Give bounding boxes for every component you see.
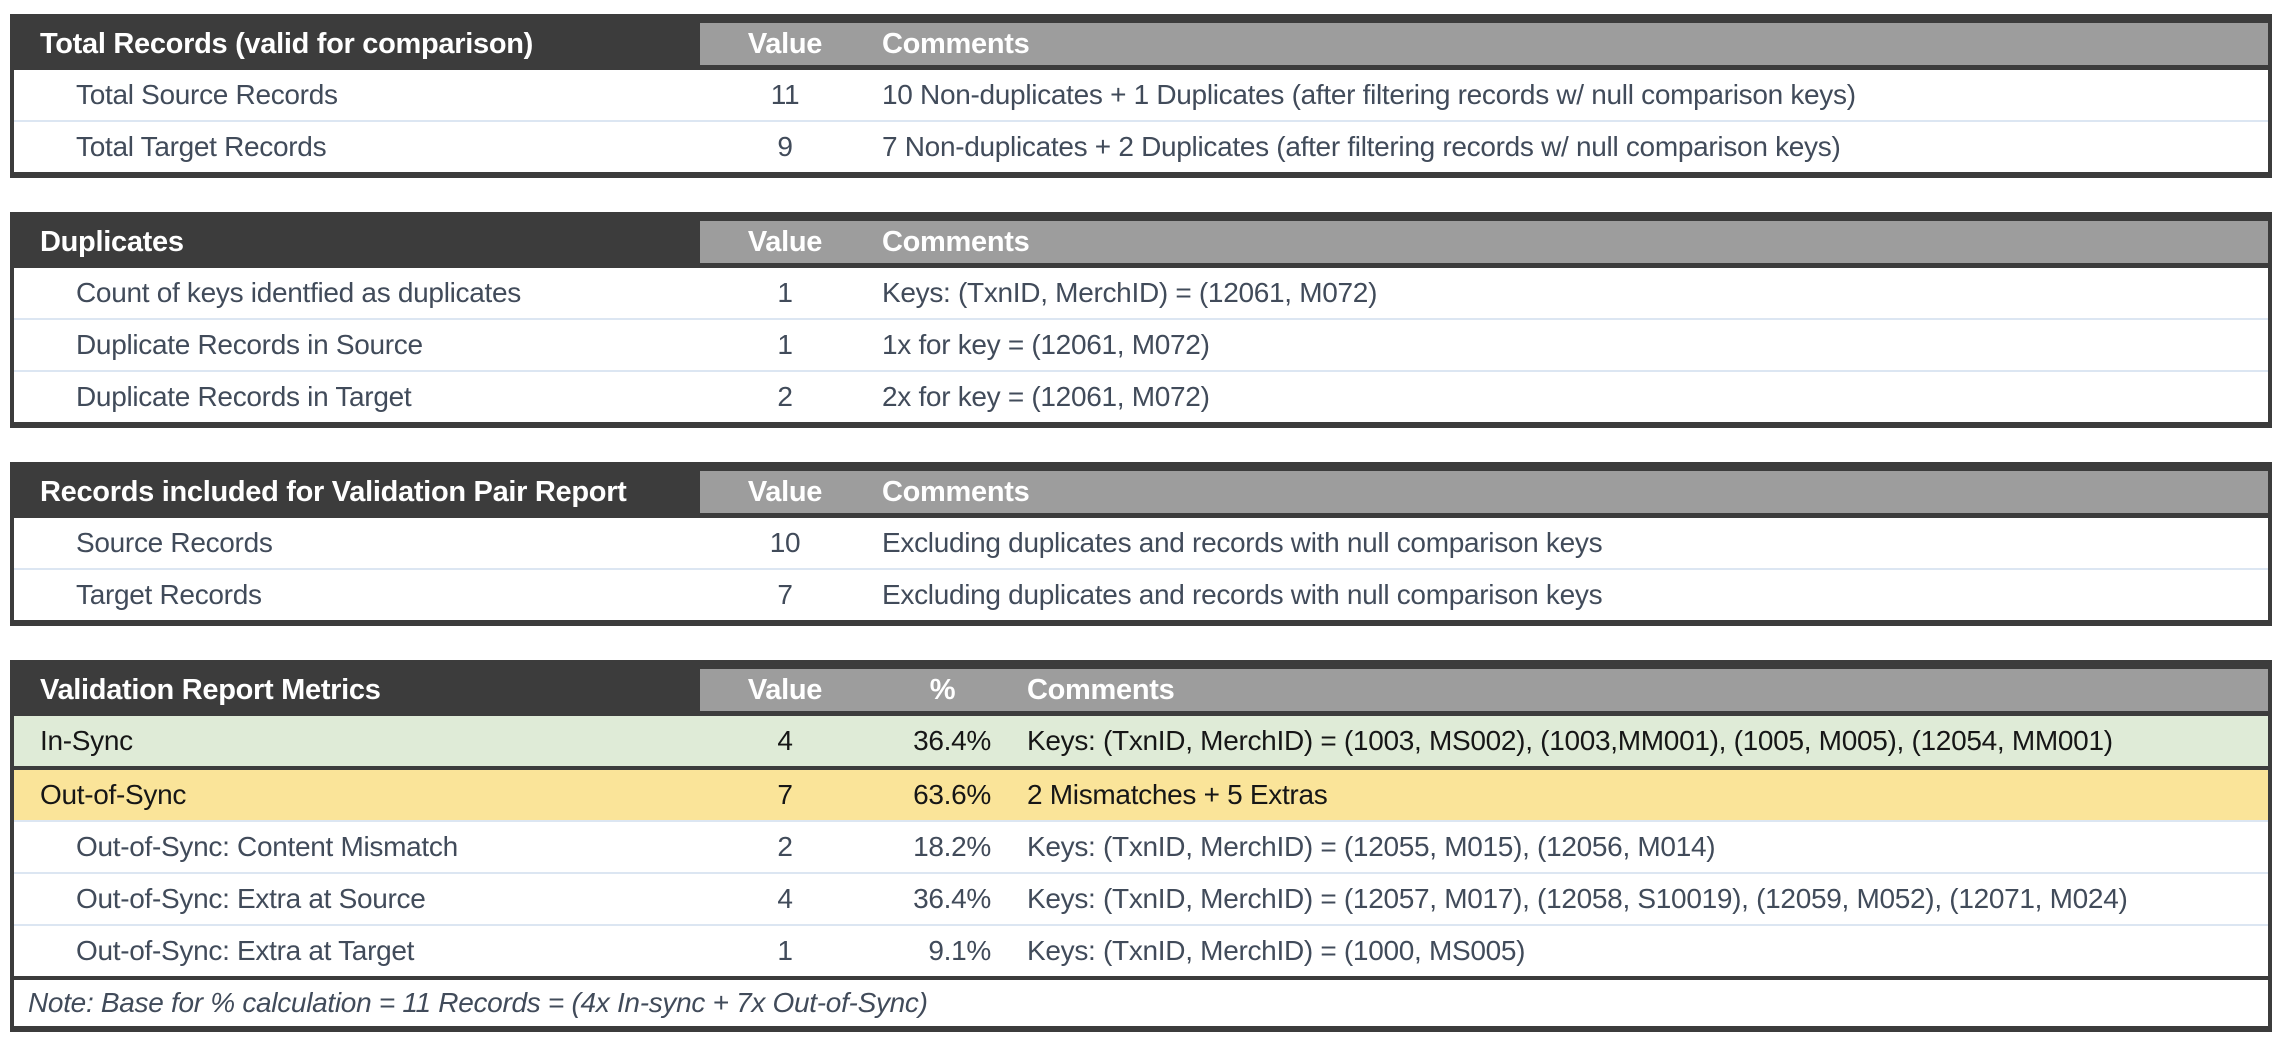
table-row: Total Source Records 11 10 Non-duplicate… [14,70,2268,120]
table-row: Target Records 7 Excluding duplicates an… [14,568,2268,620]
row-label: Duplicate Records in Source [76,329,423,360]
row-value: 2 [777,381,793,412]
row-comment: Excluding duplicates and records with nu… [882,579,1603,610]
row-label: Out-of-Sync: Content Mismatch [76,831,458,862]
column-header-value: Value [700,23,870,65]
row-comment: 1x for key = (12061, M072) [882,329,1210,360]
row-value: 7 [777,779,793,810]
table-header-row: Total Records (valid for comparison) Val… [14,18,2268,70]
table-header-row: Validation Report Metrics Value % Commen… [14,664,2268,716]
row-label: Total Source Records [76,79,338,110]
table-total-records: Total Records (valid for comparison) Val… [10,14,2272,178]
row-value: 1 [777,935,793,966]
row-label: Out-of-Sync: Extra at Source [76,883,426,914]
row-value: 4 [777,883,793,914]
table-row-content-mismatch: Out-of-Sync: Content Mismatch 2 18.2% Ke… [14,820,2268,872]
table-row: Total Target Records 9 7 Non-duplicates … [14,120,2268,172]
column-header-value: Value [700,669,870,711]
row-value: 10 [769,527,801,558]
table-validation-pair-records: Records included for Validation Pair Rep… [10,462,2272,626]
row-comment: Keys: (TxnID, MerchID) = (12057, M017), … [1027,883,2128,914]
row-label: Out-of-Sync: Extra at Target [76,935,415,966]
table-row-in-sync: In-Sync 4 36.4% Keys: (TxnID, MerchID) =… [14,716,2268,766]
column-header-value: Value [700,471,870,513]
row-value: 7 [777,579,793,610]
table-row: Count of keys identfied as duplicates 1 … [14,268,2268,318]
row-label: Duplicate Records in Target [76,381,412,412]
row-comment: Keys: (TxnID, MerchID) = (1003, MS002), … [1027,725,2113,756]
row-value: 4 [777,725,793,756]
table-duplicates: Duplicates Value Comments Count of keys … [10,212,2272,428]
row-value: 9 [777,131,793,162]
row-comment: 10 Non-duplicates + 1 Duplicates (after … [882,79,1856,110]
table-title: Validation Report Metrics [40,673,381,706]
row-label: In-Sync [40,725,133,756]
row-comment: 2x for key = (12061, M072) [882,381,1210,412]
table-row-out-of-sync: Out-of-Sync 7 63.6% 2 Mismatches + 5 Ext… [14,766,2268,820]
row-label: Target Records [76,579,262,610]
row-percent: 36.4% [913,883,991,914]
table-title: Total Records (valid for comparison) [40,27,534,60]
row-percent: 36.4% [913,725,991,756]
row-label: Count of keys identfied as duplicates [76,277,521,308]
row-value: 2 [777,831,793,862]
table-header-row: Duplicates Value Comments [14,216,2268,268]
column-header-comments: Comments [870,221,2268,263]
column-header-comments: Comments [870,23,2268,65]
table-row: Duplicate Records in Target 2 2x for key… [14,370,2268,422]
row-comment: Keys: (TxnID, MerchID) = (1000, MS005) [1027,935,1526,966]
row-value: 11 [770,79,800,110]
row-comment: Excluding duplicates and records with nu… [882,527,1603,558]
table-validation-report-metrics: Validation Report Metrics Value % Commen… [10,660,2272,1032]
row-percent: 63.6% [913,779,991,810]
row-value: 1 [777,277,793,308]
row-comment: Keys: (TxnID, MerchID) = (12055, M015), … [1027,831,1716,862]
row-comment: 2 Mismatches + 5 Extras [1027,779,1328,810]
column-header-percent: % [870,669,1015,711]
row-value: 1 [777,329,793,360]
note-row: Note: Base for % calculation = 11 Record… [14,976,2268,1026]
table-title: Records included for Validation Pair Rep… [40,475,627,508]
table-row: Duplicate Records in Source 1 1x for key… [14,318,2268,370]
row-percent: 18.2% [913,831,991,862]
table-header-row: Records included for Validation Pair Rep… [14,466,2268,518]
table-title: Duplicates [40,225,184,258]
table-row-extra-at-source: Out-of-Sync: Extra at Source 4 36.4% Key… [14,872,2268,924]
row-percent: 9.1% [928,935,991,966]
row-comment: 7 Non-duplicates + 2 Duplicates (after f… [882,131,1841,162]
row-label: Out-of-Sync [40,779,187,810]
column-header-comments: Comments [870,471,2268,513]
column-header-value: Value [700,221,870,263]
table-row: Source Records 10 Excluding duplicates a… [14,518,2268,568]
column-header-comments: Comments [1015,669,2268,711]
table-row-extra-at-target: Out-of-Sync: Extra at Target 1 9.1% Keys… [14,924,2268,976]
row-label: Source Records [76,527,273,558]
row-label: Total Target Records [76,131,327,162]
row-comment: Keys: (TxnID, MerchID) = (12061, M072) [882,277,1378,308]
